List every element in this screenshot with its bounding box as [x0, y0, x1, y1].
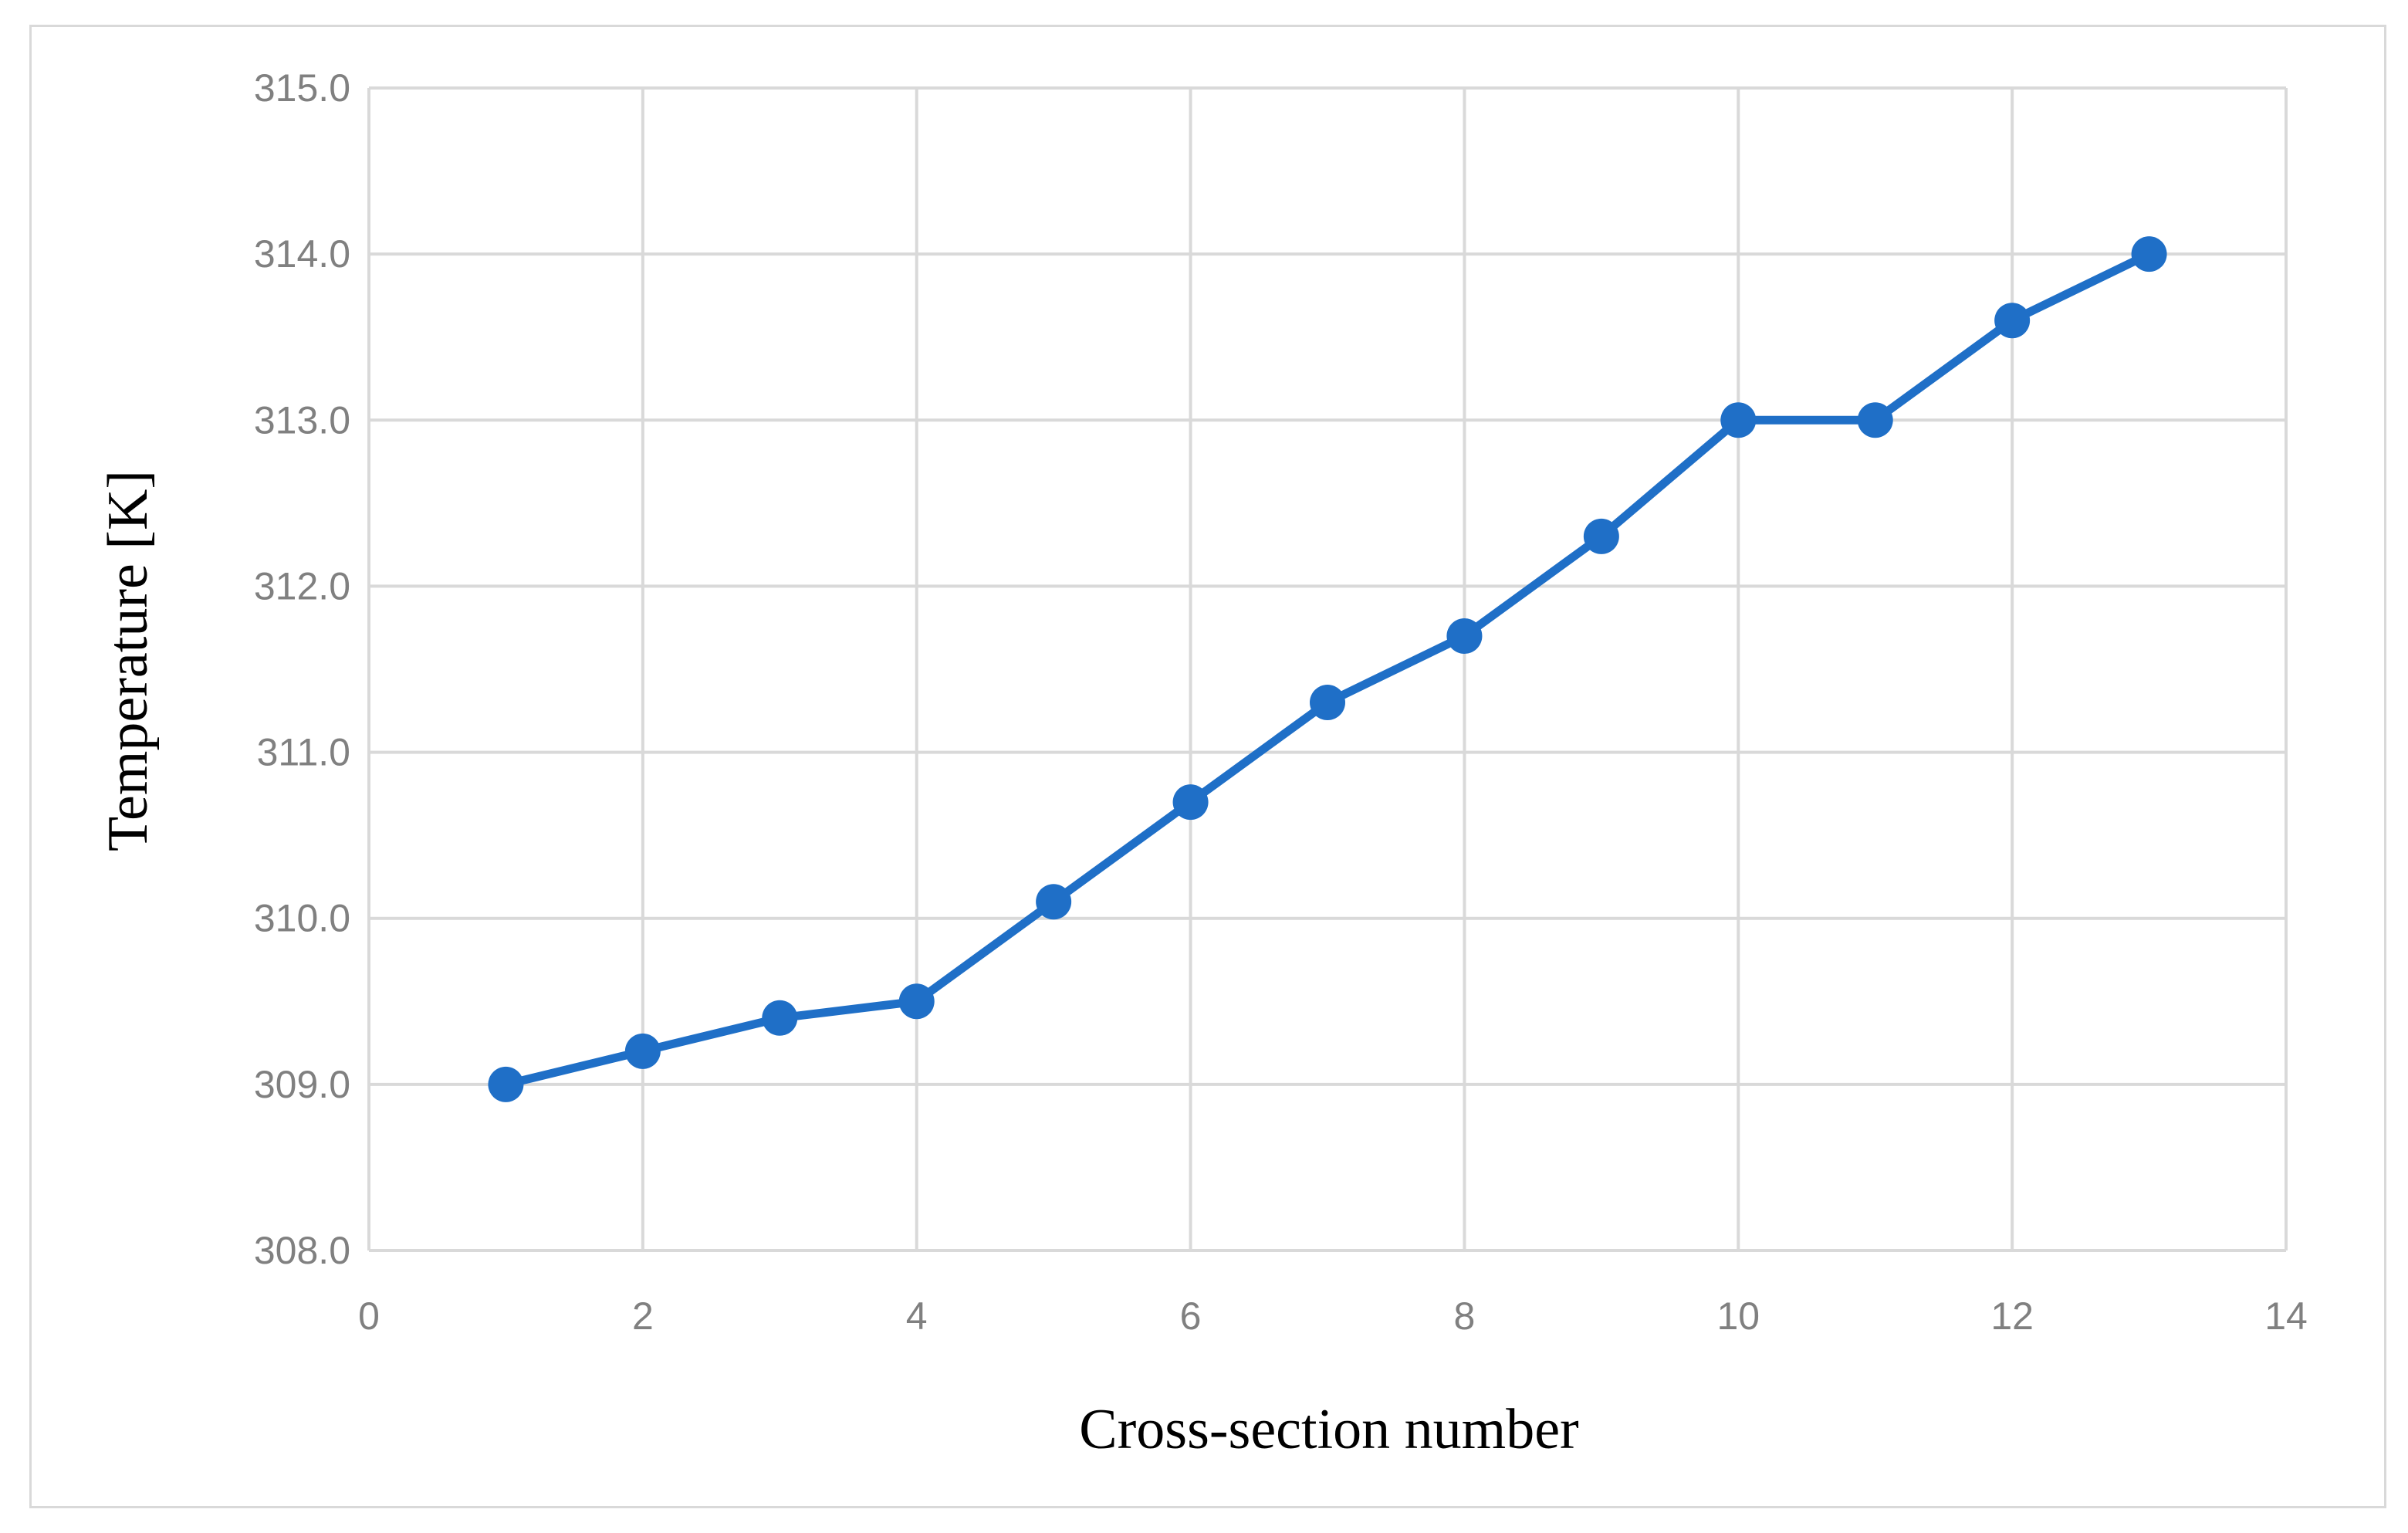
chart-frame — [29, 25, 2386, 1508]
x-tick-label: 6 — [1180, 1294, 1202, 1338]
x-tick-label: 10 — [1716, 1294, 1760, 1338]
y-tick-label: 314.0 — [254, 232, 350, 276]
x-tick-label: 4 — [906, 1294, 928, 1338]
data-point — [762, 1000, 798, 1036]
data-point — [1446, 618, 1483, 654]
data-point — [2131, 236, 2167, 272]
y-axis-title: Temperature [K] — [96, 470, 160, 851]
data-point — [898, 983, 935, 1020]
data-point — [1310, 685, 1345, 721]
tick-labels: 308.0 309.0 310.0 311.0 312.0 313.0 314.0 315.0… — [254, 66, 2308, 1338]
x-tick-label: 12 — [1990, 1294, 2034, 1338]
y-tick-label: 312.0 — [254, 564, 350, 607]
data-point — [1720, 402, 1757, 438]
y-tick-label: 308.0 — [254, 1229, 350, 1272]
y-tick-label: 310.0 — [254, 897, 350, 940]
x-tick-label: 8 — [1454, 1294, 1476, 1338]
data-point — [624, 1033, 661, 1069]
x-tick-label: 14 — [2264, 1294, 2308, 1338]
y-tick-label: 313.0 — [254, 398, 350, 442]
data-point — [1857, 402, 1893, 438]
y-tick-label: 315.0 — [254, 66, 350, 110]
data-point — [1172, 784, 1209, 821]
series-line — [501, 249, 2154, 1089]
x-tick-label: 0 — [358, 1294, 380, 1338]
x-axis-title: Cross-section number — [1079, 1398, 1578, 1461]
y-tick-label: 311.0 — [257, 731, 350, 774]
data-series — [488, 236, 2167, 1102]
data-point — [1583, 518, 1619, 554]
gridlines — [367, 86, 2288, 1252]
data-point — [1994, 303, 2031, 339]
x-tick-label: 2 — [632, 1294, 654, 1338]
y-tick-label: 309.0 — [254, 1063, 350, 1106]
data-point — [1036, 884, 1072, 920]
data-point — [488, 1066, 524, 1102]
